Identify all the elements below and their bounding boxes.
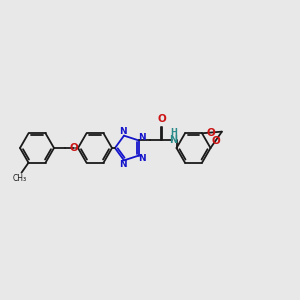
Text: N: N: [169, 135, 178, 146]
Text: O: O: [207, 128, 215, 137]
Text: O: O: [211, 136, 220, 146]
Text: H: H: [170, 128, 177, 137]
Text: N: N: [119, 127, 126, 136]
Text: N: N: [138, 133, 146, 142]
Text: O: O: [70, 143, 78, 153]
Text: CH₃: CH₃: [12, 174, 27, 183]
Text: O: O: [157, 114, 166, 124]
Text: N: N: [119, 160, 126, 169]
Text: N: N: [138, 154, 146, 163]
